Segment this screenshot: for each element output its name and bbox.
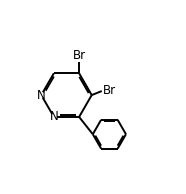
Text: Br: Br [73,49,86,62]
Text: N: N [49,110,58,123]
Text: Br: Br [102,84,116,97]
Text: N: N [37,89,46,102]
